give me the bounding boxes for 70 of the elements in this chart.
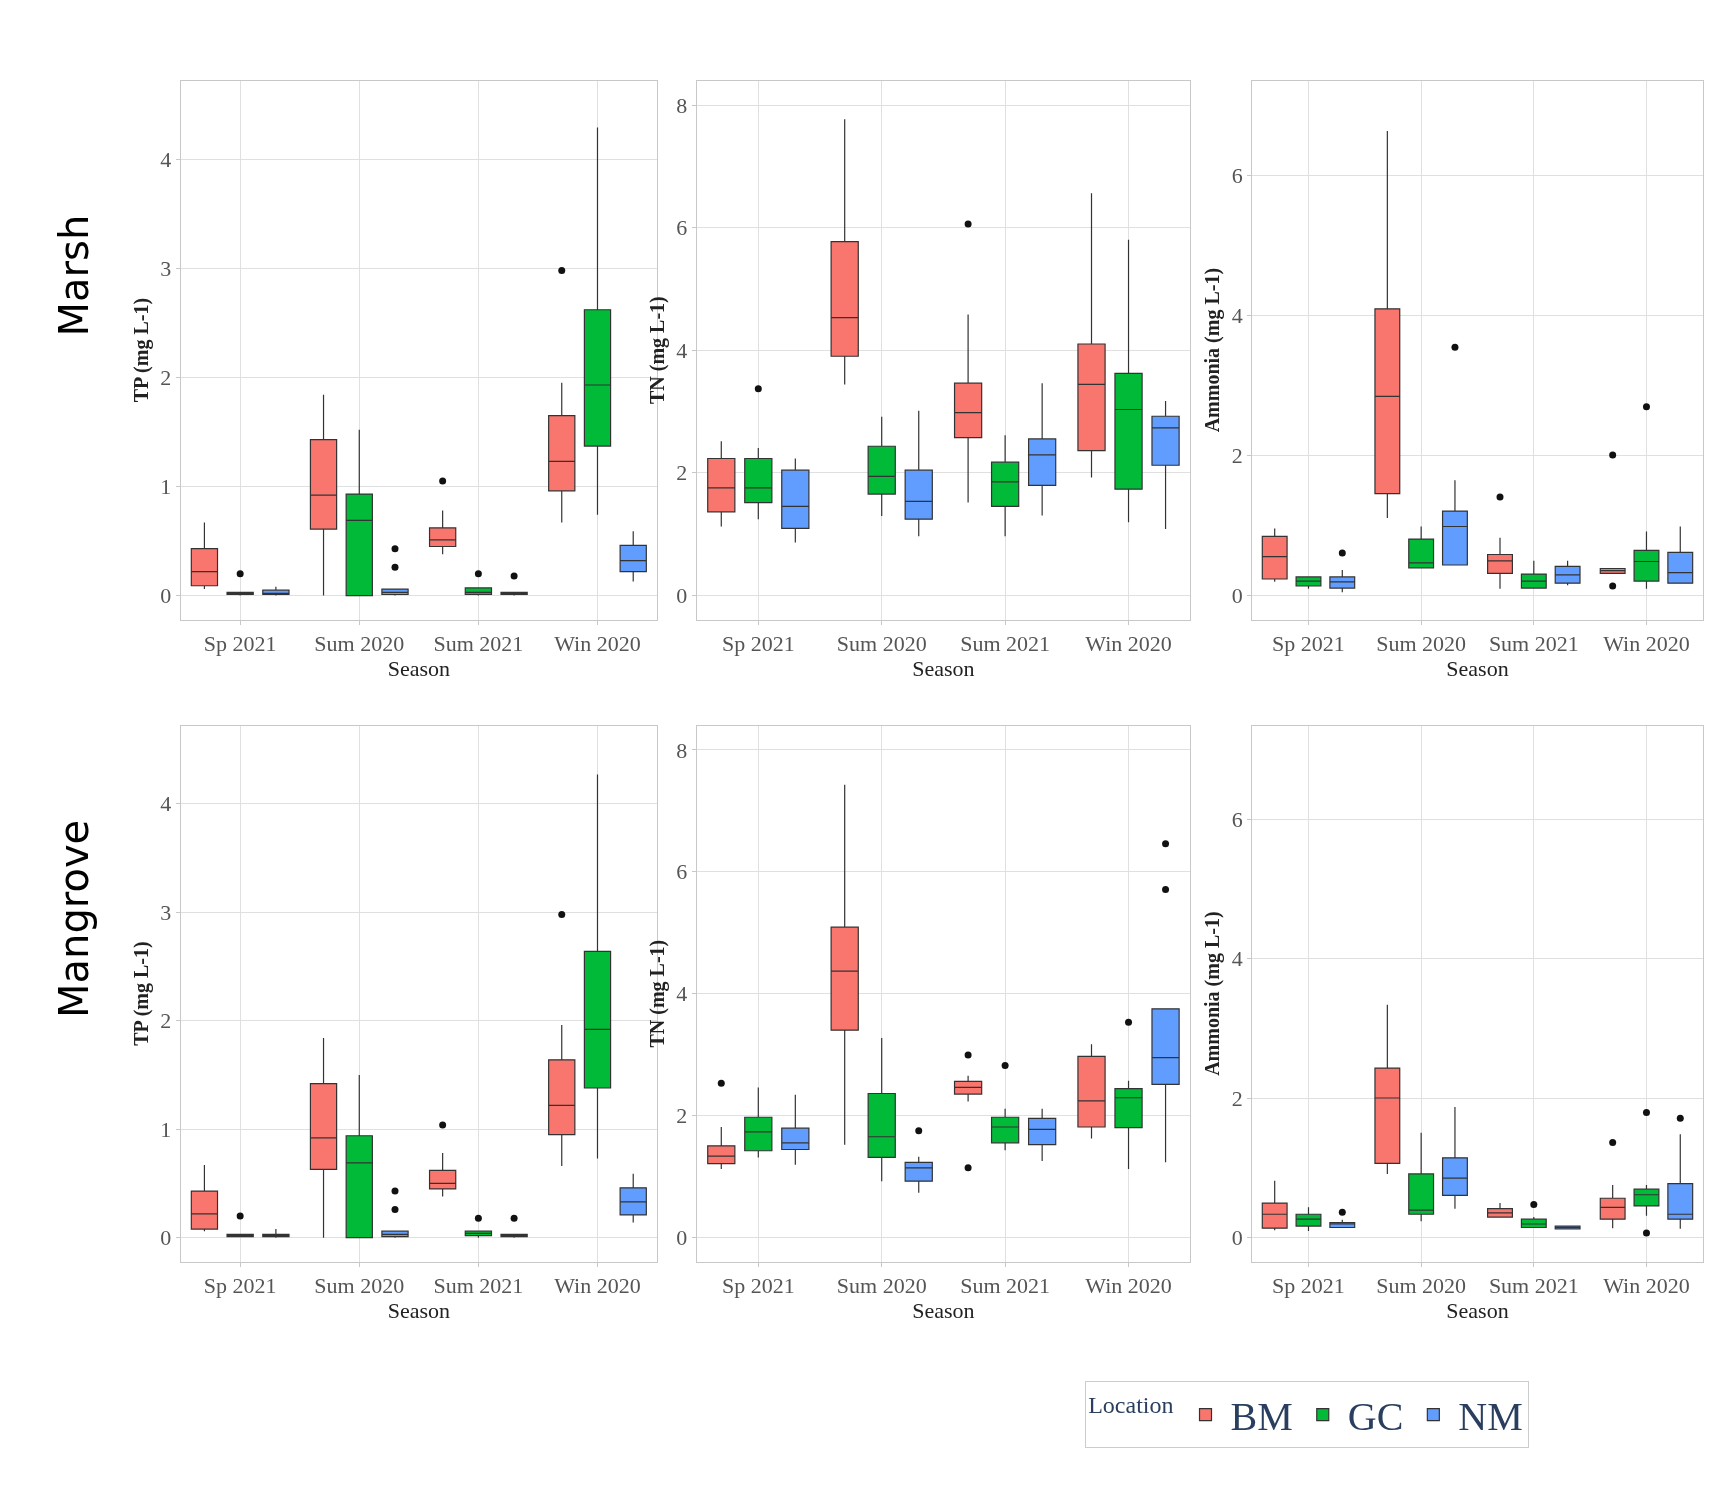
y-tick-label: 8	[676, 92, 688, 118]
y-tick-label: 0	[676, 1224, 688, 1250]
x-tick-label: Sp 2021	[721, 1272, 795, 1298]
y-tick-label: 2	[160, 1008, 172, 1034]
x-tick-label: Sum 2020	[314, 1272, 405, 1298]
y-tick-label: 3	[160, 899, 172, 925]
y-tick-label: 2	[1231, 442, 1243, 468]
legend-label: NM	[1458, 1394, 1523, 1440]
y-tick-label: 1	[160, 1116, 172, 1142]
x-tick-label: Sum 2021	[1488, 1272, 1579, 1298]
y-tick-label: 6	[676, 859, 688, 885]
x-tick-label: Sum 2020	[1376, 1272, 1467, 1298]
y-tick-label: 3	[160, 255, 172, 281]
x-axis-title: Season	[912, 1297, 975, 1323]
y-tick-label: 1	[160, 474, 172, 500]
x-axis-title: Season	[912, 656, 975, 681]
x-tick-label: Sp 2021	[203, 1272, 277, 1298]
x-tick-label: Sp 2021	[721, 630, 795, 656]
y-tick-label: 6	[676, 215, 688, 241]
x-axis-title: Season	[387, 656, 450, 681]
x-tick-label: Sp 2021	[1272, 1272, 1345, 1298]
x-tick-label: Sum 2020	[836, 630, 927, 656]
x-tick-label: Win 2020	[1085, 1272, 1172, 1298]
legend-label: GC	[1347, 1394, 1404, 1440]
y-tick-label: 8	[676, 737, 688, 763]
y-axis-title: TN (mg L-1)	[645, 939, 669, 1048]
y-tick-label: 2	[1231, 1085, 1243, 1111]
y-tick-label: 4	[160, 146, 172, 172]
y-axis-title: TP (mg L-1)	[129, 941, 153, 1046]
y-tick-label: 0	[160, 583, 172, 609]
x-tick-label: Win 2020	[554, 630, 641, 656]
y-tick-label: 2	[160, 365, 172, 391]
x-tick-label: Sum 2020	[836, 1272, 927, 1298]
y-tick-label: 6	[1231, 807, 1243, 833]
legend-title: Location	[1088, 1392, 1174, 1419]
y-tick-label: 0	[160, 1225, 172, 1251]
x-axis-title: Season	[1446, 656, 1509, 681]
y-tick-label: 4	[160, 791, 172, 817]
x-tick-label: Sum 2020	[1376, 630, 1467, 656]
x-tick-label: Win 2020	[1603, 1272, 1690, 1298]
text: Mangrove	[51, 819, 98, 1018]
y-tick-label: 0	[1231, 582, 1243, 608]
x-axis-title: Season	[387, 1297, 450, 1323]
y-axis-title: TN (mg L-1)	[645, 296, 669, 404]
y-tick-label: 6	[1231, 162, 1243, 188]
x-tick-label: Sum 2021	[1488, 630, 1579, 656]
text: Marsh	[50, 214, 97, 337]
x-tick-label: Sp 2021	[203, 630, 277, 656]
x-tick-label: Win 2020	[1603, 630, 1690, 656]
y-tick-label: 2	[676, 460, 688, 486]
y-tick-label: 2	[676, 1103, 688, 1129]
y-tick-label: 0	[676, 582, 688, 608]
y-tick-label: 4	[1231, 302, 1243, 328]
x-tick-label: Sp 2021	[1272, 630, 1345, 656]
x-tick-label: Sum 2020	[314, 630, 405, 656]
y-tick-label: 4	[676, 981, 688, 1007]
x-tick-label: Sum 2021	[960, 630, 1051, 656]
y-axis-title: TP (mg L-1)	[129, 297, 153, 403]
legend-label: BM	[1230, 1394, 1293, 1440]
x-axis-title: Season	[1446, 1297, 1509, 1323]
x-tick-label: Sum 2021	[433, 1272, 524, 1298]
x-tick-label: Win 2020	[1085, 630, 1172, 656]
y-axis-title: Ammonia (mg L-1)	[1201, 267, 1225, 433]
y-tick-label: 4	[676, 337, 688, 363]
y-tick-label: 0	[1231, 1224, 1243, 1250]
x-tick-label: Win 2020	[554, 1272, 641, 1298]
y-tick-label: 4	[1231, 946, 1243, 972]
y-axis-title: Ammonia (mg L-1)	[1201, 911, 1225, 1076]
x-tick-label: Sum 2021	[960, 1272, 1051, 1298]
x-tick-label: Sum 2021	[433, 630, 524, 656]
